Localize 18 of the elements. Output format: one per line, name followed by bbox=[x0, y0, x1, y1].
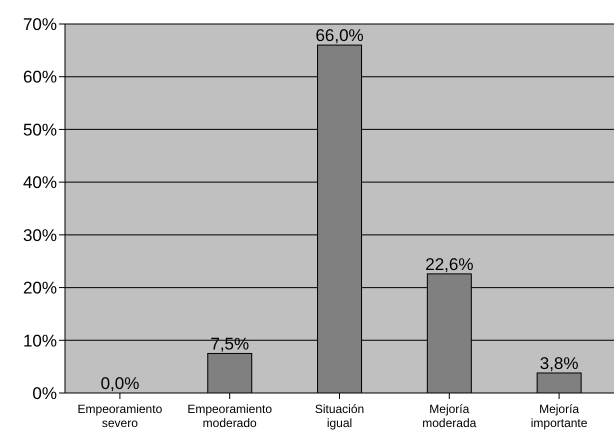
y-tick-label: 50% bbox=[22, 120, 57, 140]
y-tick-label: 30% bbox=[22, 226, 57, 245]
data-label: 22,6% bbox=[425, 254, 474, 274]
y-tick-label: 20% bbox=[22, 278, 57, 298]
x-tick-label: Mejoría importante bbox=[530, 402, 588, 430]
y-tick-label: 40% bbox=[22, 173, 57, 192]
x-tick-label: Empeoramiento severo bbox=[78, 402, 163, 430]
data-label: 66,0% bbox=[315, 26, 364, 46]
x-tick-label: Empeoramiento moderado bbox=[187, 402, 272, 430]
x-tick-label: Situación igual bbox=[314, 402, 364, 430]
data-label: 3,8% bbox=[540, 354, 579, 373]
y-tick-label: 0% bbox=[32, 384, 57, 404]
x-tick-label: Mejoría moderada bbox=[422, 402, 477, 430]
y-tick-label: 70% bbox=[22, 15, 57, 34]
data-label: 7,5% bbox=[210, 334, 250, 354]
y-tick-label: 60% bbox=[22, 68, 57, 87]
y-tick-label: 10% bbox=[22, 331, 57, 350]
data-label: 0,0% bbox=[100, 374, 140, 393]
